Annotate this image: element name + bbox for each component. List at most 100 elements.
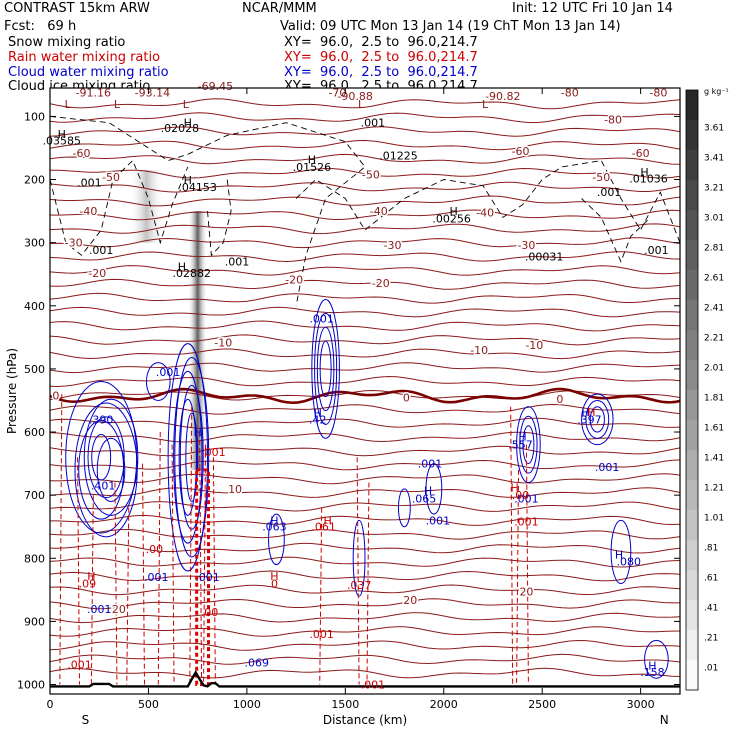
colorbar-cell: [686, 90, 698, 121]
rain-water-label: .001: [67, 658, 92, 671]
high-marker: H: [270, 570, 278, 583]
cloud-water-contour: [425, 463, 443, 515]
x-tick-label: 500: [138, 698, 159, 711]
rain-water-label: .001: [201, 446, 226, 459]
temperature-contour: [50, 417, 680, 429]
colorbar-cell: [686, 150, 698, 181]
temperature-label: 0: [556, 393, 563, 406]
snow-ice-label: .001: [89, 244, 114, 257]
cloud-water-contour: [397, 488, 411, 528]
temperature-contour: [50, 598, 680, 610]
field-xy-rain: XY= 96.0, 2.5 to 96.0,214.7: [284, 50, 478, 65]
temperature-contour: [50, 667, 680, 679]
colorbar-label: .01: [704, 664, 718, 674]
rain-water-label: .001: [361, 679, 386, 692]
rain-water-contour: [77, 457, 81, 685]
high-marker: H: [87, 570, 95, 583]
colorbar-label: 1.41: [704, 454, 724, 464]
cloud-water-contour: [185, 412, 199, 502]
cloud-water-label: .001: [426, 514, 451, 527]
colorbar-label: 1.01: [704, 514, 724, 524]
high-marker: H: [581, 406, 589, 419]
temperature-contour: [50, 501, 680, 512]
temperature-contour: [50, 403, 680, 415]
colorbar-cell: [686, 510, 698, 541]
temperature-label: -50: [362, 168, 380, 181]
low-value-label: -90.88: [337, 90, 372, 103]
temperature-contour: [50, 653, 680, 665]
cloud-water-contour: [319, 340, 332, 398]
snow-ice-label: .03585: [43, 134, 82, 147]
high-marker: H: [518, 430, 526, 443]
rain-water-contour: [142, 463, 145, 685]
snow-ice-label: .02028: [161, 122, 200, 135]
colorbar-cell: [686, 360, 698, 391]
cloud-water-contour: [83, 398, 139, 516]
rain-water-label: .001: [309, 628, 334, 641]
temperature-label: -20: [285, 273, 303, 286]
temperature-label: -60: [73, 147, 91, 160]
cloud-water-contour: [174, 357, 210, 558]
temperature-contour: [50, 529, 680, 540]
rain-water-contour: [189, 406, 193, 685]
colorbar-cell: [686, 660, 698, 691]
temperature-contour: [50, 362, 680, 374]
cloud-water-contour: [96, 437, 126, 502]
x-axis-label: Distance (km): [323, 713, 407, 727]
high-marker: H: [314, 407, 322, 420]
temperature-label: 20: [403, 594, 417, 607]
field-name-snow: Snow mixing ratio: [8, 35, 126, 50]
cloud-ice-contour: [50, 115, 366, 306]
temperature-label: -10: [470, 344, 488, 357]
temperature-label: -80: [604, 114, 622, 127]
temperature-label: -80: [561, 86, 579, 99]
colorbar-label: 3.61: [704, 124, 724, 134]
cloud-water-contour: [178, 398, 197, 516]
temperature-contour: [50, 153, 680, 165]
temperature-contour: [50, 112, 680, 124]
temperature-label: -60: [632, 147, 650, 160]
rain-water-contour: [212, 457, 216, 685]
rain-water-label: .00: [146, 543, 164, 556]
frame: [49, 87, 681, 695]
temperature-contour: [50, 626, 680, 637]
temperature-contour: [50, 278, 680, 290]
temperature-contour: [50, 209, 680, 221]
colorbar-cell: [686, 450, 698, 481]
snow-ice-label: .001: [644, 244, 669, 257]
rain-water-contour: [510, 406, 514, 685]
high-marker: H: [194, 426, 202, 439]
y-tick-label: 900: [24, 615, 45, 628]
cloud-water-label: .001: [418, 458, 443, 471]
cloud-water-label: .069: [244, 656, 269, 669]
cloud-water-label: .401: [91, 480, 116, 493]
low-marker: L: [183, 98, 190, 111]
temperature-contour: [50, 348, 680, 360]
temperature-label: -60: [512, 145, 530, 158]
temperature-contour: [50, 223, 680, 235]
cloud-water-label: .001: [144, 571, 169, 584]
cloud-water-contour: [145, 362, 171, 401]
cloud-water-contour: [581, 393, 614, 446]
temperature-label: -50: [102, 171, 120, 184]
cloud-water-label: .557: [508, 439, 533, 452]
high-marker: H: [58, 128, 66, 141]
rain-water-contour: [59, 394, 63, 685]
temperature-contour: [50, 459, 680, 471]
colorbar-label: .81: [704, 544, 718, 554]
rain-water-label: .00: [201, 606, 219, 619]
field-xy-cloud-water: XY= 96.0, 2.5 to 96.0,214.7: [284, 65, 478, 80]
colorbar-cell: [686, 240, 698, 271]
high-marker: H: [587, 406, 595, 419]
temperature-label: -30: [517, 239, 535, 252]
colorbar: g kg⁻¹ 3.61 3.41 3.21 3.01 2.81 2.61 2.41 2.21 2.…: [685, 87, 729, 691]
cloud-ice-contour: [295, 160, 680, 243]
temperature-label: 20: [112, 603, 126, 616]
y-tick-label: 200: [24, 174, 45, 187]
high-marker: H: [449, 205, 457, 218]
cloud-water-contour: [179, 384, 204, 530]
high-marker: H: [184, 117, 192, 130]
rain-water-label: .037: [347, 579, 372, 592]
cloud-water-contour: [316, 326, 335, 412]
colorbar-label: 3.01: [704, 214, 724, 224]
